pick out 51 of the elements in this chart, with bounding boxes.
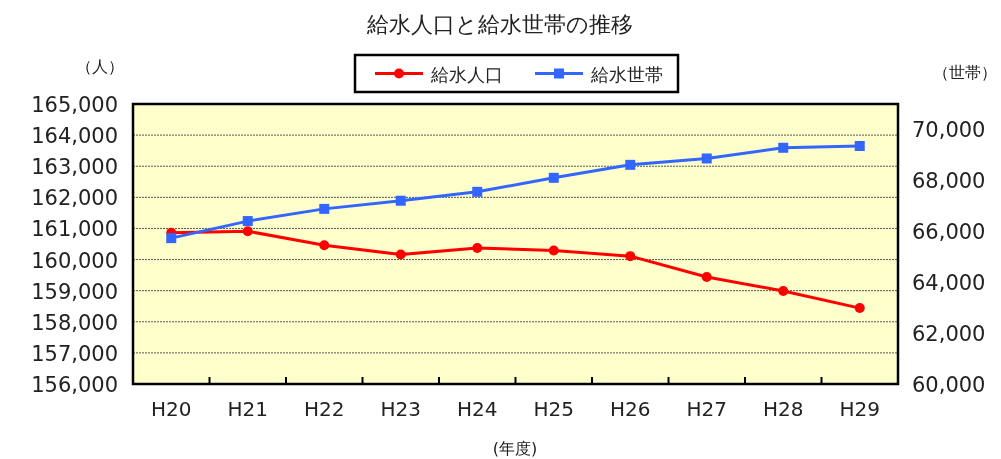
x-tick-label: H23 [380,397,421,421]
point [319,240,330,251]
y-axis-title: （人） [76,57,124,76]
y2-axis-title: （世帯） [933,63,997,82]
y2-tick-label: 68,000 [912,169,986,194]
point [548,245,559,256]
point [395,249,406,260]
legend-label: 給水人口 [430,63,503,85]
y-tick-label: 163,000 [31,155,118,180]
y2-tick-label: 60,000 [912,373,986,397]
chart-title: 給水人口と給水世帯の推移 [366,12,633,37]
point [548,172,559,183]
point [625,159,636,170]
x-tick-label: H22 [304,397,345,421]
x-tick-label: H27 [686,397,727,421]
point [166,233,177,244]
y-tick-label: 156,000 [31,373,118,397]
x-axis-title: (年度) [492,439,538,458]
point [242,216,253,227]
x-tick-label: H25 [533,397,574,421]
y-tick-label: 160,000 [31,248,118,273]
point [472,186,483,197]
y-tick-label: 165,000 [31,93,118,117]
x-tick-label: H29 [839,397,880,421]
point [701,271,712,282]
point [701,153,712,164]
y-tick-label: 164,000 [31,124,118,149]
y-tick-label: 161,000 [31,217,118,242]
point [395,195,406,206]
point [242,226,253,237]
x-tick-label: H26 [610,397,651,421]
y-tick-label: 162,000 [31,186,118,211]
y-tick-label: 158,000 [31,310,118,335]
x-tick-label: H24 [457,397,498,421]
y2-tick-label: 66,000 [912,220,986,245]
point [854,141,865,151]
y-tick-label: 157,000 [31,341,118,366]
point [319,203,330,214]
legend-label: 給水世帯 [590,63,663,85]
point [625,251,636,262]
point [778,142,789,153]
y2-tick-label: 70,000 [912,118,986,143]
y2-tick-label: 64,000 [912,271,986,296]
x-tick-label: H21 [227,397,268,421]
point [778,285,789,296]
y-tick-label: 159,000 [31,279,118,304]
point [472,243,483,254]
y2-tick-label: 62,000 [912,322,986,347]
point [854,303,865,314]
x-tick-label: H20 [151,397,192,421]
x-tick-label: H28 [763,397,804,421]
